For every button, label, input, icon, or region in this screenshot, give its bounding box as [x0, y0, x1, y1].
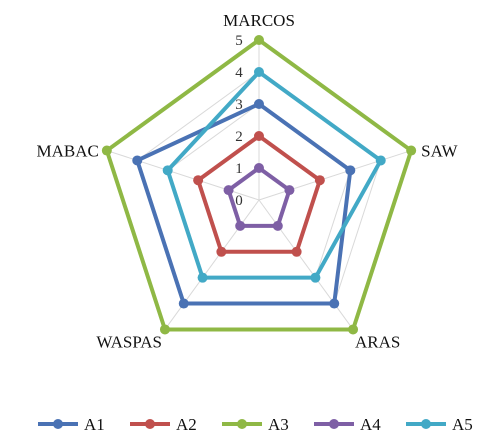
data-point — [132, 155, 143, 166]
data-point — [178, 298, 189, 309]
series-A3 — [101, 35, 417, 335]
axis-label-aras: ARAS — [355, 332, 400, 351]
grid-spoke — [164, 199, 260, 330]
data-point — [329, 298, 340, 309]
data-point — [375, 155, 386, 166]
tick-label: 3 — [235, 97, 243, 113]
data-point — [272, 220, 283, 231]
axis-label-marcos: MARCOS — [223, 11, 295, 30]
series-A2 — [193, 131, 325, 257]
grid-spoke — [258, 150, 412, 201]
axis-label-mabac: MABAC — [36, 142, 98, 161]
tick-label: 4 — [235, 65, 243, 81]
legend-swatch-marker — [421, 419, 431, 429]
tick-label: 5 — [235, 33, 243, 49]
data-point — [348, 324, 359, 335]
data-point — [310, 272, 321, 283]
legend-label: A1 — [84, 415, 105, 434]
data-point — [345, 165, 356, 176]
legend-swatch-marker — [145, 419, 155, 429]
data-point — [162, 165, 173, 176]
legend-swatch-marker — [53, 419, 63, 429]
grid-spoke — [106, 150, 260, 201]
data-point — [254, 163, 264, 173]
tick-label: 2 — [235, 129, 243, 145]
tick-labels: 0 1 2 3 4 5 — [235, 33, 243, 209]
data-point — [254, 67, 264, 77]
legend-label: A2 — [176, 415, 197, 434]
data-point — [159, 324, 170, 335]
data-point — [254, 99, 264, 109]
legend: A1 A2 A3 A4 A5 — [38, 415, 473, 434]
data-point — [284, 185, 295, 196]
axis-label-saw: SAW — [421, 142, 458, 161]
data-point — [216, 246, 227, 257]
series-line — [196, 134, 322, 254]
axis-label-waspas: WASPAS — [96, 332, 162, 351]
legend-item-A3: A3 — [222, 415, 289, 434]
series-line — [165, 70, 383, 280]
legend-item-A4: A4 — [314, 415, 381, 434]
data-point — [193, 175, 204, 186]
data-point — [406, 145, 417, 156]
legend-swatch-marker — [237, 419, 247, 429]
data-point — [314, 175, 325, 186]
series-line — [226, 166, 292, 228]
legend-label: A4 — [360, 415, 381, 434]
series-A4 — [223, 163, 295, 231]
data-point — [254, 35, 264, 45]
data-point — [254, 131, 264, 141]
data-point — [291, 246, 302, 257]
legend-label: A3 — [268, 415, 289, 434]
legend-label: A5 — [452, 415, 473, 434]
data-point — [235, 220, 246, 231]
data-point — [101, 145, 112, 156]
grid-spoke — [258, 199, 354, 330]
series-line — [104, 38, 414, 332]
legend-item-A2: A2 — [130, 415, 197, 434]
axis-labels: MARCOS SAW ARAS WASPAS MABAC — [36, 11, 458, 351]
series-A1 — [132, 99, 356, 309]
legend-swatch-marker — [329, 419, 339, 429]
data-point — [197, 272, 208, 283]
series-A5 — [162, 67, 386, 283]
data-point — [223, 185, 234, 196]
series-line — [135, 102, 353, 306]
tick-label: 1 — [235, 161, 243, 177]
legend-item-A1: A1 — [38, 415, 105, 434]
tick-label: 0 — [235, 193, 243, 209]
series-group — [101, 35, 417, 335]
legend-item-A5: A5 — [406, 415, 473, 434]
